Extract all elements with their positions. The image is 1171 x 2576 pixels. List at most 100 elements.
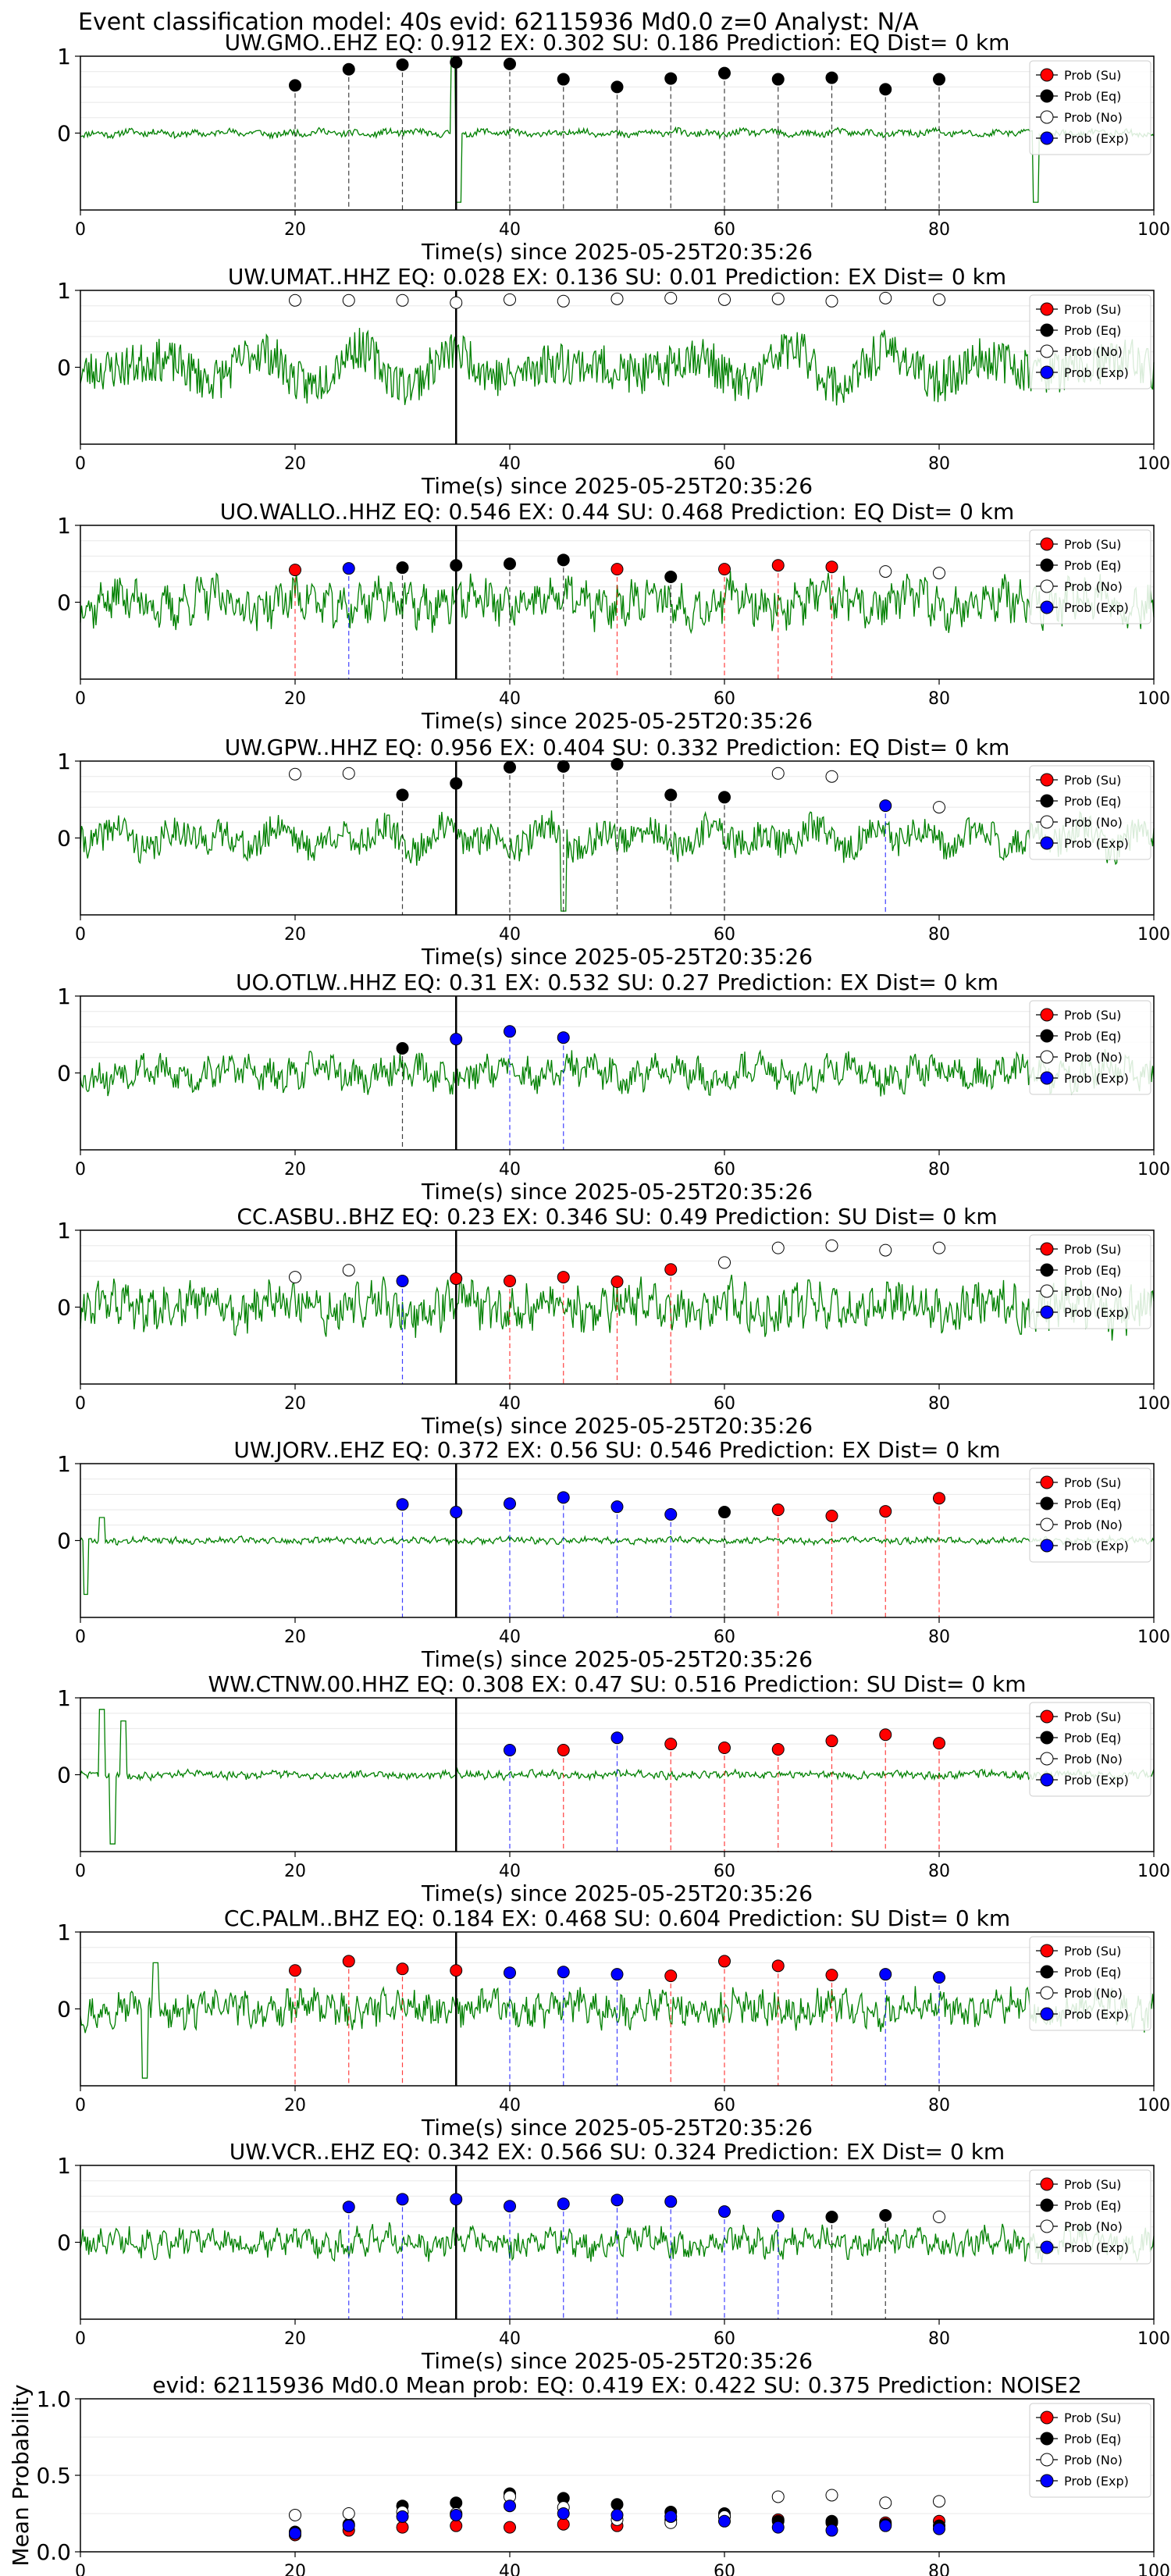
x-tick-label: 0	[75, 1862, 86, 1881]
x-tick-label: 100	[1137, 1160, 1170, 1179]
prob-marker-su	[933, 1737, 945, 1750]
legend-label-exp: Prob (Exp)	[1064, 131, 1129, 146]
x-tick-label: 40	[499, 1862, 521, 1881]
prob-marker-su	[879, 1728, 892, 1742]
mean-marker-no	[933, 2495, 945, 2508]
legend-marker-no	[1040, 1050, 1054, 1064]
prob-marker-su	[825, 1735, 838, 1748]
prob-marker-eq	[450, 55, 463, 69]
y-tick-label: 0	[57, 121, 71, 147]
y-tick-label: 0	[57, 355, 71, 381]
x-tick-label: 40	[499, 2562, 521, 2576]
mean-marker-exp	[289, 2527, 301, 2540]
prob-marker-exp	[879, 799, 892, 813]
prob-marker-no	[289, 1271, 301, 1284]
x-tick-label: 20	[284, 925, 306, 945]
mean-marker-su	[450, 2519, 463, 2532]
mean-marker-exp	[504, 2500, 516, 2513]
x-tick-label: 60	[714, 1394, 735, 1414]
legend-box: Prob (Su) Prob (Eq) Prob (No) Prob (Exp)	[1029, 529, 1151, 624]
station-panels: UW.GMO..EHZ EQ: 0.912 EX: 0.302 SU: 0.18…	[8, 30, 1170, 2576]
prob-marker-exp	[933, 1971, 945, 1984]
legend-label-no: Prob (No)	[1064, 1517, 1123, 1532]
x-tick-label: 20	[284, 1862, 306, 1881]
prob-marker-su	[718, 1955, 731, 1968]
legend-label-su: Prob (Su)	[1064, 1710, 1121, 1724]
legend-marker-exp	[1040, 2007, 1054, 2021]
legend-label-no: Prob (No)	[1064, 2219, 1123, 2234]
x-tick-label: 80	[928, 220, 950, 240]
legend-marker-eq	[1040, 794, 1054, 808]
x-tick-label: 20	[284, 689, 306, 709]
legend-frame	[1029, 529, 1151, 624]
y-tick-label: 0	[57, 826, 71, 852]
legend-label-no: Prob (No)	[1064, 579, 1123, 594]
prob-marker-eq	[718, 791, 731, 804]
prob-marker-su	[825, 560, 838, 574]
x-tick-label: 0	[75, 1394, 86, 1414]
prob-marker-su	[771, 559, 785, 572]
y-tick-label: 1	[57, 1685, 71, 1711]
legend-label-exp: Prob (Exp)	[1064, 1071, 1129, 1086]
prob-marker-su	[771, 1742, 785, 1756]
prob-marker-exp	[450, 2193, 463, 2206]
x-tick-label: 60	[714, 689, 735, 709]
legend-label-exp: Prob (Exp)	[1064, 1539, 1129, 1553]
legend-label-su: Prob (Su)	[1064, 773, 1121, 788]
prob-marker-eq	[396, 788, 409, 802]
prob-marker-exp	[771, 2210, 785, 2223]
y-tick-label: 1	[57, 1218, 71, 1244]
station-panel: UW.JORV..EHZ EQ: 0.372 EX: 0.56 SU: 0.54…	[57, 1437, 1170, 1672]
legend-box: Prob (Su) Prob (Eq) Prob (No) Prob (Exp)	[1029, 2169, 1151, 2265]
x-tick-label: 60	[714, 2329, 735, 2349]
legend-label-su: Prob (Su)	[1064, 1008, 1121, 1023]
prob-marker-no	[342, 1264, 355, 1277]
prob-marker-no	[825, 1239, 838, 1252]
legend-marker-eq	[1040, 323, 1054, 337]
station-panel: UW.GPW..HHZ EQ: 0.956 EX: 0.404 SU: 0.33…	[57, 735, 1170, 970]
x-tick-label: 0	[75, 1628, 86, 1647]
x-tick-label: 80	[928, 2329, 950, 2349]
prob-marker-eq	[610, 757, 624, 770]
station-panel: UW.GMO..EHZ EQ: 0.912 EX: 0.302 SU: 0.18…	[57, 30, 1170, 265]
x-tick-label: 40	[499, 1394, 521, 1414]
x-tick-label: 100	[1137, 454, 1170, 474]
legend-label-exp: Prob (Exp)	[1064, 836, 1129, 851]
y-tick-label: 1	[57, 513, 71, 539]
legend-marker-no	[1040, 1517, 1054, 1532]
legend-label-eq: Prob (Eq)	[1064, 2198, 1121, 2213]
legend-frame	[1029, 294, 1151, 390]
station-panel: WW.CTNW.00.HHZ EQ: 0.308 EX: 0.47 SU: 0.…	[57, 1671, 1170, 1906]
prob-marker-no	[664, 291, 678, 304]
prob-marker-eq	[450, 559, 463, 572]
legend-label-eq: Prob (Eq)	[1064, 558, 1121, 573]
legend-marker-eq	[1040, 1731, 1054, 1745]
panel-title: WW.CTNW.00.HHZ EQ: 0.308 EX: 0.47 SU: 0.…	[208, 1671, 1026, 1697]
legend-marker-no	[1040, 2453, 1054, 2467]
legend-box: Prob (Su) Prob (Eq) Prob (No) Prob (Exp)	[1029, 765, 1151, 860]
prob-marker-exp	[879, 1968, 892, 1981]
legend-marker-eq	[1040, 1496, 1054, 1510]
legend-marker-exp	[1040, 131, 1054, 145]
legend-marker-exp	[1040, 1773, 1054, 1787]
legend-marker-exp	[1040, 2240, 1054, 2254]
prob-marker-su	[664, 1263, 678, 1276]
x-tick-label: 0	[75, 454, 86, 474]
y-tick-label: 1	[57, 2153, 71, 2179]
mean-marker-exp	[610, 2508, 624, 2521]
legend-frame	[1029, 1000, 1151, 1095]
prob-marker-eq	[504, 57, 516, 70]
prob-marker-exp	[504, 1025, 516, 1038]
legend-label-eq: Prob (Eq)	[1064, 89, 1121, 104]
legend-marker-no	[1040, 344, 1054, 358]
prob-marker-exp	[504, 1743, 516, 1756]
legend-label-eq: Prob (Eq)	[1064, 1496, 1121, 1511]
mean-probability-panel: evid: 62115936 Md0.0 Mean prob: EQ: 0.41…	[8, 2372, 1170, 2576]
y-tick-label: 0.5	[36, 2463, 71, 2489]
mean-marker-eq	[450, 2496, 463, 2510]
legend-marker-exp	[1040, 836, 1054, 850]
x-tick-label: 0	[75, 925, 86, 945]
x-tick-label: 100	[1137, 1394, 1170, 1414]
legend-frame	[1029, 1936, 1151, 2031]
